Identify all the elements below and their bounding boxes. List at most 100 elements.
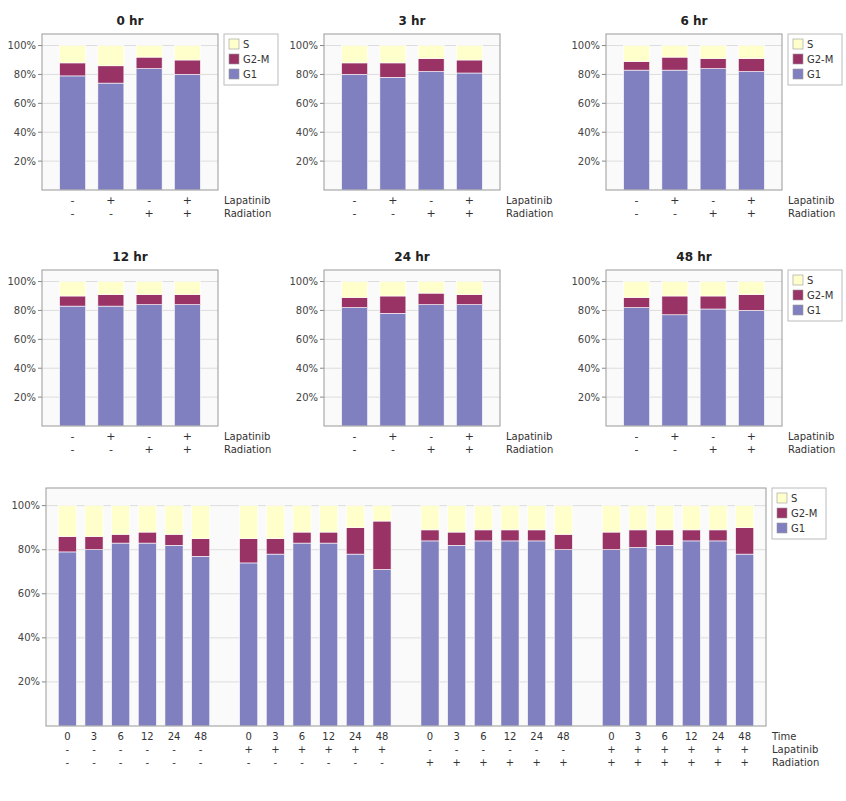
category-label: + [532,757,540,768]
category-level-label: Radiation [224,444,271,455]
bar-segment [342,282,368,298]
bar-segment [736,528,754,554]
bar-segment [136,46,162,58]
panel-title: 12 hr [112,250,147,264]
bar-segment [629,506,647,530]
category-level-label: Lapatinib [506,195,552,206]
y-tick [42,637,46,638]
plot-background [324,34,500,190]
bar-segment [192,506,210,539]
bar-segment [421,541,439,726]
bar-segment [501,541,519,726]
bar-segment [421,506,439,530]
bar-segment [448,532,466,545]
bar-segment [700,59,726,69]
y-tick-label: 100% [289,276,318,287]
bar-segment [456,73,482,190]
bar-segment [448,545,466,726]
category-label: + [709,443,718,456]
y-tick [320,368,324,369]
category-label: + [452,757,460,768]
legend-swatch [229,39,239,49]
bar-segment [554,534,572,549]
bar-segment [165,545,183,726]
category-label: 48 [557,731,570,742]
category-level-label: Radiation [506,208,553,219]
y-tick-label: 20% [14,156,36,167]
category-label: - [172,757,176,768]
bar-segment [112,506,130,535]
chart-panel: 6 hr20%40%60%80%100%-+-+Lapatinib--++Rad… [571,14,842,220]
bar-segment [165,534,183,545]
y-tick-label: 20% [296,392,318,403]
category-label: + [351,744,359,755]
category-label: 24 [712,731,725,742]
y-tick [320,339,324,340]
category-label: + [426,757,434,768]
category-label: + [747,194,756,207]
bar-segment [174,74,200,190]
bar-segment [700,69,726,190]
bar-segment [373,570,391,726]
bar-segment [380,63,406,77]
bar-segment [736,506,754,528]
bar-segment [380,46,406,63]
bar-segment [662,46,688,58]
category-label: - [71,430,75,443]
y-tick-label: 60% [14,334,36,345]
category-label: + [660,757,668,768]
category-label: - [711,430,715,443]
plot-frame [42,34,218,190]
category-label: - [673,207,677,220]
category-label: 12 [141,731,154,742]
category-label: 6 [299,731,305,742]
bar-segment [138,543,156,726]
bar-segment [682,541,700,726]
category-label: - [635,443,639,456]
bar-segment [738,72,764,190]
legend-label: S [807,275,813,286]
category-label: + [465,194,474,207]
category-label: + [183,430,192,443]
bar-segment [174,46,200,60]
category-label: - [146,757,150,768]
bar-segment [342,297,368,307]
panel-title: 3 hr [399,14,426,28]
bar-segment [192,556,210,726]
category-label: + [465,430,474,443]
y-tick-label: 40% [14,127,36,138]
plot-background [324,270,500,426]
category-label: 12 [322,731,335,742]
bar-segment [624,282,650,298]
bar-segment [320,543,338,726]
y-tick [320,103,324,104]
bar-segment [474,530,492,541]
y-tick-label: 20% [578,392,600,403]
category-label: + [388,430,397,443]
bar-segment [528,530,546,541]
chart-panel: 12 hr20%40%60%80%100%-+-+Lapatinib--++Ra… [7,250,271,456]
legend-swatch [777,508,787,518]
y-tick-label: 20% [578,156,600,167]
bar-segment [656,506,674,530]
bar-segment [60,282,86,296]
y-tick-label: 20% [296,156,318,167]
bar-segment [112,534,130,543]
bar-segment [136,69,162,190]
bar-segment [624,308,650,426]
bar-segment [474,541,492,726]
category-label: - [562,744,566,755]
legend-frame [224,34,278,85]
bar-segment [738,295,764,311]
category-label: 48 [376,731,389,742]
category-label: - [66,744,70,755]
y-tick [320,161,324,162]
chart-panel: 0 hr20%40%60%80%100%-+-+Lapatinib--++Rad… [7,14,278,220]
bar-segment [85,506,103,537]
category-label: + [465,207,474,220]
legend-label: G2-M [791,508,817,519]
bar-segment [656,545,674,726]
category-label: - [119,744,123,755]
legend-label: S [243,39,249,50]
bar-segment [380,282,406,296]
